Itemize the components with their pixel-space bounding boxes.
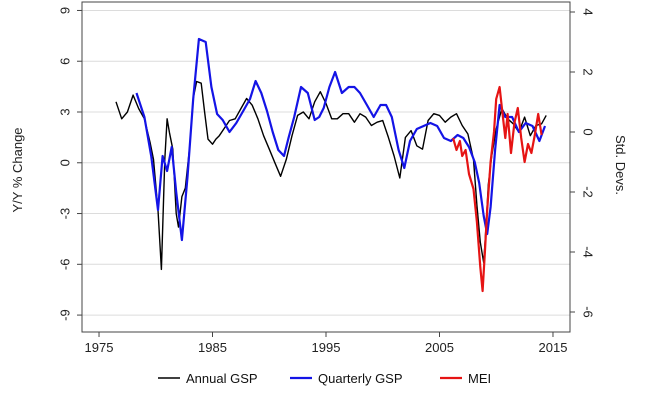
y-tick-label: 9 bbox=[58, 7, 73, 14]
x-tick-label: 2015 bbox=[539, 340, 568, 355]
x-tick-label: 1985 bbox=[198, 340, 227, 355]
y-axis-label: Y/Y % Change bbox=[10, 127, 25, 212]
legend-label: MEI bbox=[468, 371, 491, 386]
y2-axis-label: Std. Devs. bbox=[613, 135, 628, 195]
y-tick-label: 0 bbox=[58, 159, 73, 166]
series-layer bbox=[115, 37, 547, 293]
plot-frame bbox=[81, 1, 571, 333]
y2-tick-label: -4 bbox=[580, 246, 595, 258]
y-tick-label: 3 bbox=[58, 108, 73, 115]
y2-tick-label: -6 bbox=[580, 306, 595, 318]
x-tick-label: 2005 bbox=[425, 340, 454, 355]
legend-label: Annual GSP bbox=[186, 371, 258, 386]
legend: Annual GSP Quarterly GSP MEI bbox=[158, 371, 491, 386]
y2-tick-label: 0 bbox=[580, 128, 595, 135]
y2-tick-label: -2 bbox=[580, 186, 595, 198]
tick-layer: 9 6 3 0 -3 -6 -9 4 2 0 -2 -4 -6 1975 1985 1995 2005 2015 bbox=[58, 7, 596, 355]
y-tick-label: 6 bbox=[58, 58, 73, 65]
y2-tick-label: 2 bbox=[580, 68, 595, 75]
y-tick-label: -6 bbox=[58, 259, 73, 271]
legend-label: Quarterly GSP bbox=[318, 371, 403, 386]
grid-layer bbox=[82, 9, 570, 316]
x-tick-label: 1975 bbox=[85, 340, 114, 355]
series-line-annual-gsp bbox=[115, 80, 547, 271]
y2-tick-label: 4 bbox=[580, 8, 595, 15]
y-tick-label: -9 bbox=[58, 309, 73, 321]
series-line-mei bbox=[452, 85, 543, 293]
x-tick-label: 1995 bbox=[312, 340, 341, 355]
series-line-quarterly-gsp bbox=[135, 37, 547, 242]
y-tick-label: -3 bbox=[58, 208, 73, 220]
